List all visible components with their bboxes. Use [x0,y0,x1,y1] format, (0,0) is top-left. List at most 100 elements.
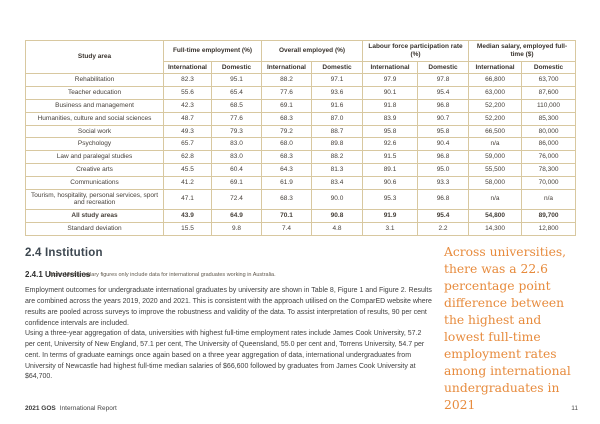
study-area-cell: All study areas [25,209,164,223]
study-area-cell: Teacher education [25,86,164,100]
value-cell: 90.1 [362,86,419,100]
footer-report-label-bold: 2021 GOS [25,405,56,412]
value-cell: 83.0 [211,150,262,164]
value-cell: 92.6 [362,137,419,152]
table-section: Study area Full-time employment (%) Over… [25,39,577,278]
value-cell: 95.8 [417,124,470,139]
footer-report-label-rest: International Report [59,405,117,412]
table-body: Rehabilitation 82.3 95.1 88.2 97.1 97.9 97.8 66… [25,73,577,236]
value-cell: 97.9 [362,73,419,88]
value-cell: 90.0 [310,188,364,211]
subheader-international: International [261,60,312,75]
value-cell: 63,000 [468,86,523,100]
value-cell: n/a [468,137,523,152]
value-cell: 70,000 [521,175,577,190]
section-heading: 2.4 Institution [25,247,103,259]
value-cell: 91.8 [362,98,419,113]
value-cell: n/a [521,188,577,211]
value-cell: 58,000 [468,175,523,190]
page-footer: 2021 GOS International Report 11 [25,405,578,412]
study-area-cell: Standard deviation [25,221,164,236]
study-area-cell: Psychology [25,137,164,152]
footer-report-label: 2021 GOS International Report [25,405,117,412]
value-cell: 90.7 [417,111,470,126]
study-area-cell: Creative arts [25,162,164,177]
value-cell: 14,300 [468,221,523,236]
col-group-labour-force-participation: Labour force participation rate (%) [362,40,470,62]
table-row: Creative arts 45.5 60.4 64.3 81.3 89.1 95.0 55,… [25,162,577,177]
value-cell: 41.2 [163,175,212,190]
study-area-cell: Humanities, culture and social sciences [25,111,164,126]
value-cell: 95.1 [211,73,262,88]
value-cell: 62.8 [163,150,212,164]
subheader-international: International [362,60,419,75]
value-cell: 93.3 [417,175,470,190]
table-row: Humanities, culture and social sciences 4… [25,111,577,126]
value-cell: 79.2 [261,124,312,139]
table-row: All study areas 43.9 64.9 70.1 90.8 91.9 95.4 5… [25,209,577,223]
subheader-international: International [468,60,523,75]
value-cell: 81.3 [310,162,364,177]
value-cell: 89.1 [362,162,419,177]
value-cell: 95.8 [362,124,419,139]
value-cell: 96.8 [417,188,470,211]
value-cell: 77.6 [211,111,262,126]
value-cell: 77.6 [261,86,312,100]
value-cell: 87.0 [310,111,364,126]
value-cell: 85,300 [521,111,577,126]
value-cell: 90.4 [417,137,470,152]
value-cell: 95.4 [417,209,470,223]
value-cell: 47.1 [163,188,212,211]
value-cell: 83.9 [362,111,419,126]
value-cell: 68.3 [261,150,312,164]
value-cell: 88.7 [310,124,364,139]
subheader-international: International [163,60,212,75]
value-cell: 96.8 [417,98,470,113]
table-subheader-row: International Domestic International Domest… [26,60,577,75]
value-cell: 86,000 [521,137,577,152]
study-area-cell: Law and paralegal studies [25,150,164,164]
value-cell: 95.3 [362,188,419,211]
value-cell: 88.2 [310,150,364,164]
value-cell: 83.0 [211,137,262,152]
value-cell: 64.3 [261,162,312,177]
value-cell: 97.1 [310,73,364,88]
value-cell: 90.6 [362,175,419,190]
value-cell: 95.4 [417,86,470,100]
value-cell: 65.4 [211,86,262,100]
value-cell: 3.1 [362,221,419,236]
subheader-domestic: Domestic [211,60,262,75]
value-cell: 96.8 [417,150,470,164]
value-cell: 49.3 [163,124,212,139]
value-cell: 63,700 [521,73,577,88]
value-cell: 52,200 [468,111,523,126]
table-row: Communications 41.2 69.1 61.9 83.4 90.6 93.3 58… [25,175,577,190]
table-note: Note: Median salary figures only include… [50,272,276,278]
table-row: Standard deviation 15.5 9.8 7.4 4.8 3.1 2.2 14,… [25,221,577,236]
value-cell: 60.4 [211,162,262,177]
value-cell: 79.3 [211,124,262,139]
table-row: Rehabilitation 82.3 95.1 88.2 97.1 97.9 97.8 66… [25,73,577,88]
value-cell: 89,700 [521,209,577,223]
table-row: Law and paralegal studies 62.8 83.0 68.3 88.… [25,150,577,164]
col-group-fulltime-employment: Full-time employment (%) [163,40,262,62]
subheader-domestic: Domestic [310,60,364,75]
study-area-header: Study area [25,39,164,75]
table-row: Teacher education 55.6 65.4 77.6 93.6 90.1 95.… [25,86,577,100]
value-cell: 55,500 [468,162,523,177]
body-paragraph-2: Using a three-year aggregation of data, … [25,330,425,381]
table-header: Study area Full-time employment (%) Over… [25,39,577,75]
value-cell: 12,800 [521,221,577,236]
value-cell: 87,600 [521,86,577,100]
table-row: Social work 49.3 79.3 79.2 88.7 95.8 95.8 66,50… [25,124,577,139]
value-cell: 78,300 [521,162,577,177]
value-cell: 88.2 [261,73,312,88]
value-cell: 83.4 [310,175,364,190]
value-cell: 68.3 [261,188,312,211]
table-row: Tourism, hospitality, personal services,… [25,188,577,211]
body-paragraph-1: Employment outcomes for undergraduate in… [25,287,432,327]
value-cell: 68.0 [261,137,312,152]
value-cell: 7.4 [261,221,312,236]
value-cell: 55.6 [163,86,212,100]
